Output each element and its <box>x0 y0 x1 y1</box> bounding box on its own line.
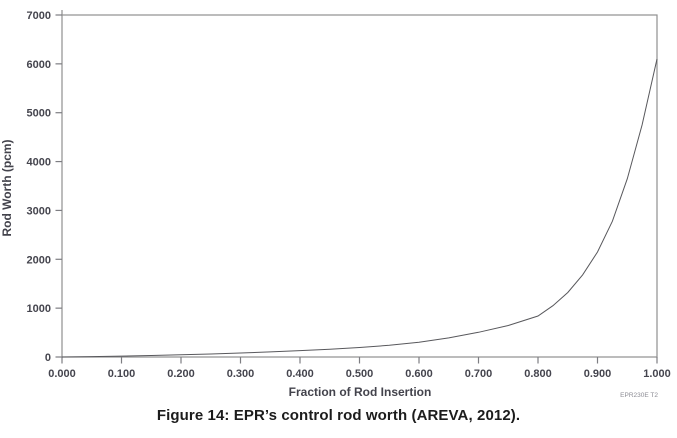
y-tick-label: 4000 <box>27 157 51 169</box>
x-tick-label: 0.000 <box>48 368 76 380</box>
x-tick-label: 0.400 <box>286 368 314 380</box>
x-tick-label: 0.600 <box>405 368 433 380</box>
figure-caption: Figure 14: EPR’s control rod worth (AREV… <box>156 407 521 424</box>
x-tick-label: 0.500 <box>346 368 374 380</box>
rod-worth-curve <box>61 58 658 358</box>
y-tick-label: 2000 <box>27 254 51 266</box>
x-tick-label: 1.000 <box>643 368 671 380</box>
rod-worth-chart: 0 1000 2000 3000 4000 5000 6000 7000 0.000 0.100… <box>0 10 671 399</box>
x-axis-title: Fraction of Rod Insertion <box>289 385 432 399</box>
x-tick-label: 0.800 <box>524 368 552 380</box>
y-tick-label: 3000 <box>27 205 51 217</box>
chart-watermark: EPR230E T2 <box>620 392 658 399</box>
y-tick-label: 5000 <box>27 108 51 120</box>
x-tick-label: 0.200 <box>167 368 195 380</box>
y-tick-label: 1000 <box>27 303 51 315</box>
y-axis-title: Rod Worth (pcm) <box>0 139 14 236</box>
x-tick-label: 0.700 <box>465 368 493 380</box>
x-tick-label: 0.300 <box>227 368 255 380</box>
y-tick-label: 7000 <box>27 10 51 22</box>
y-tick-label: 6000 <box>27 59 51 71</box>
plot-border <box>61 14 658 358</box>
x-tick-label: 0.900 <box>584 368 612 380</box>
x-tick-label: 0.100 <box>108 368 136 380</box>
y-axis-ticks: 0 1000 2000 3000 4000 5000 6000 7000 <box>27 10 62 364</box>
x-axis-ticks: 0.000 0.100 0.200 0.300 0.400 0.500 0.600 0.700… <box>48 357 671 380</box>
y-tick-label: 0 <box>45 352 51 364</box>
